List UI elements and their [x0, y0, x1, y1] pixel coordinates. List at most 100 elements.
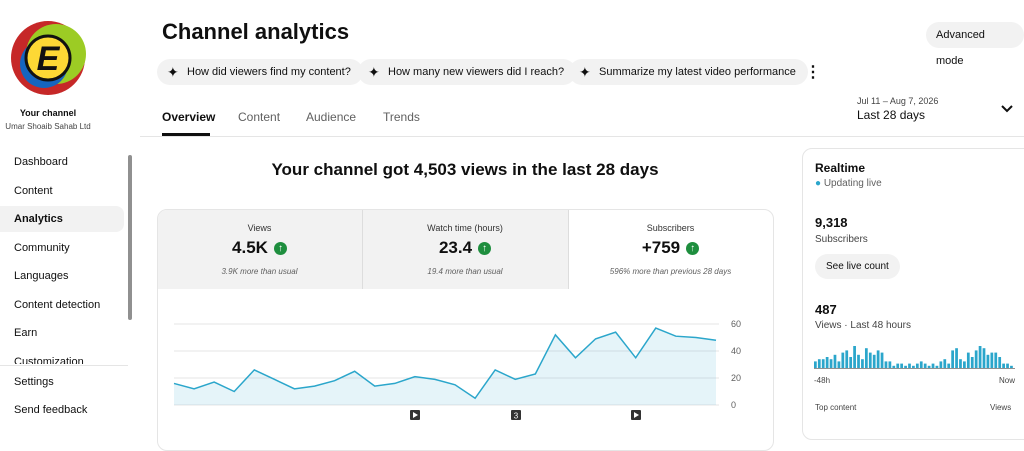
- bar: [1002, 363, 1005, 368]
- bar: [994, 352, 998, 368]
- bar: [919, 361, 923, 368]
- channel-name: Umar Shoaib Sahab Ltd: [5, 122, 91, 131]
- bar: [970, 357, 974, 368]
- bar: [849, 357, 853, 368]
- footer-left: Top content: [815, 403, 857, 412]
- bar: [1010, 365, 1013, 368]
- bar: [888, 361, 892, 368]
- bar: [963, 361, 966, 368]
- nav-item[interactable]: Languages: [14, 270, 69, 282]
- nav-item[interactable]: Analytics: [0, 206, 124, 232]
- y-tick-label: 20: [731, 373, 741, 383]
- metric-card[interactable]: Subscribers +759 596% more than previous 2…: [568, 210, 773, 289]
- nav-item[interactable]: Earn: [14, 327, 38, 339]
- bar: [864, 348, 868, 368]
- bar: [912, 365, 915, 368]
- bar: [943, 359, 947, 368]
- metric-label: Watch time (hours): [427, 223, 503, 233]
- views-label: Views · Last 48 hours: [815, 320, 911, 331]
- bar: [817, 359, 821, 368]
- bar: [872, 354, 876, 368]
- bar: [1006, 363, 1009, 368]
- ai-chip[interactable]: Summarize my latest video performance: [569, 59, 808, 85]
- metric-note: 19.4 more than usual: [427, 267, 503, 276]
- bar: [833, 354, 837, 368]
- metric-value: 4.5K: [157, 238, 362, 258]
- bar: [908, 363, 911, 368]
- nav-item[interactable]: Dashboard: [14, 156, 68, 168]
- bar: [935, 365, 939, 368]
- dropdown-icon[interactable]: [1000, 104, 1014, 114]
- nav-item[interactable]: Content detection: [14, 298, 101, 311]
- more-button[interactable]: ⋮: [805, 64, 821, 81]
- live-count-button[interactable]: See live count: [815, 254, 900, 279]
- bar: [861, 359, 864, 368]
- tab[interactable]: Trends: [383, 110, 420, 124]
- metric-note: 596% more than previous 28 days: [609, 267, 732, 276]
- bar: [915, 363, 919, 368]
- bar: [845, 350, 849, 368]
- bar: [966, 352, 970, 368]
- ai-chip[interactable]: How did viewers find my content?: [157, 59, 363, 85]
- realtime-title: Realtime: [815, 161, 866, 175]
- bar: [904, 365, 907, 368]
- views-chart: 0 20 40 60 3: [173, 319, 741, 421]
- line-area: [174, 328, 716, 405]
- bar: [829, 359, 833, 368]
- bar: [951, 350, 954, 368]
- bar: [821, 359, 825, 368]
- headline: Your channel got 4,503 views in the last…: [271, 160, 659, 179]
- bar: [884, 361, 888, 368]
- status-text: Updating live: [823, 178, 882, 189]
- nav-item[interactable]: Community: [14, 241, 70, 254]
- views-count: 487: [815, 302, 837, 317]
- tab[interactable]: Overview: [162, 110, 216, 124]
- bar: [825, 357, 829, 368]
- bar: [947, 363, 951, 368]
- metric-card[interactable]: Views 4.5K 3.9K more than usual: [157, 210, 362, 289]
- realtime-bars: -48h Now: [814, 346, 1015, 385]
- footer-right: Views: [990, 403, 1012, 412]
- bar: [982, 348, 986, 368]
- tab[interactable]: Audience: [306, 110, 357, 124]
- scrollbar: [128, 155, 132, 320]
- date-range: Jul 11 – Aug 7, 2026: [857, 96, 939, 106]
- ai-chip[interactable]: How many new viewers did I reach?: [358, 59, 577, 85]
- bar: [876, 350, 880, 368]
- marker-count: 3: [514, 412, 519, 421]
- date-label: Last 28 days: [857, 108, 926, 122]
- bar: [998, 357, 1002, 368]
- metric-label: Subscribers: [646, 223, 695, 233]
- y-tick-label: 40: [731, 346, 741, 356]
- realtime-card: [802, 148, 1024, 440]
- bar: [955, 348, 958, 368]
- sidebar-footer: [0, 364, 128, 422]
- bar: [923, 363, 927, 368]
- bar: [853, 346, 856, 368]
- bar: [857, 354, 860, 368]
- nav-item[interactable]: Send feedback: [14, 404, 88, 416]
- tab-indicator: [162, 133, 210, 136]
- metric-note: 3.9K more than usual: [221, 267, 298, 276]
- tab[interactable]: Content: [238, 110, 281, 124]
- video-marker: [511, 410, 521, 420]
- nav-item[interactable]: Content: [14, 184, 53, 197]
- metric-card[interactable]: Watch time (hours) 23.4 19.4 more than usu…: [363, 210, 568, 289]
- divider: [0, 365, 128, 366]
- play-icon: [413, 412, 418, 418]
- play-icon: [634, 412, 639, 418]
- realtime-status: ● Updating live: [815, 178, 882, 189]
- subscriber-label: Subscribers: [815, 234, 868, 245]
- bar: [978, 346, 982, 368]
- bar: [974, 350, 978, 368]
- metric-value: 23.4: [363, 238, 568, 258]
- bar: [892, 365, 896, 368]
- bar: [986, 354, 990, 368]
- bar: [837, 361, 841, 368]
- bar: [841, 352, 845, 368]
- nav-item[interactable]: Settings: [14, 376, 54, 388]
- metric-label: Views: [247, 223, 272, 233]
- divider: [140, 136, 1024, 137]
- svg-text:E: E: [37, 40, 61, 78]
- advanced-mode-button[interactable]: Advanced mode: [926, 22, 1024, 67]
